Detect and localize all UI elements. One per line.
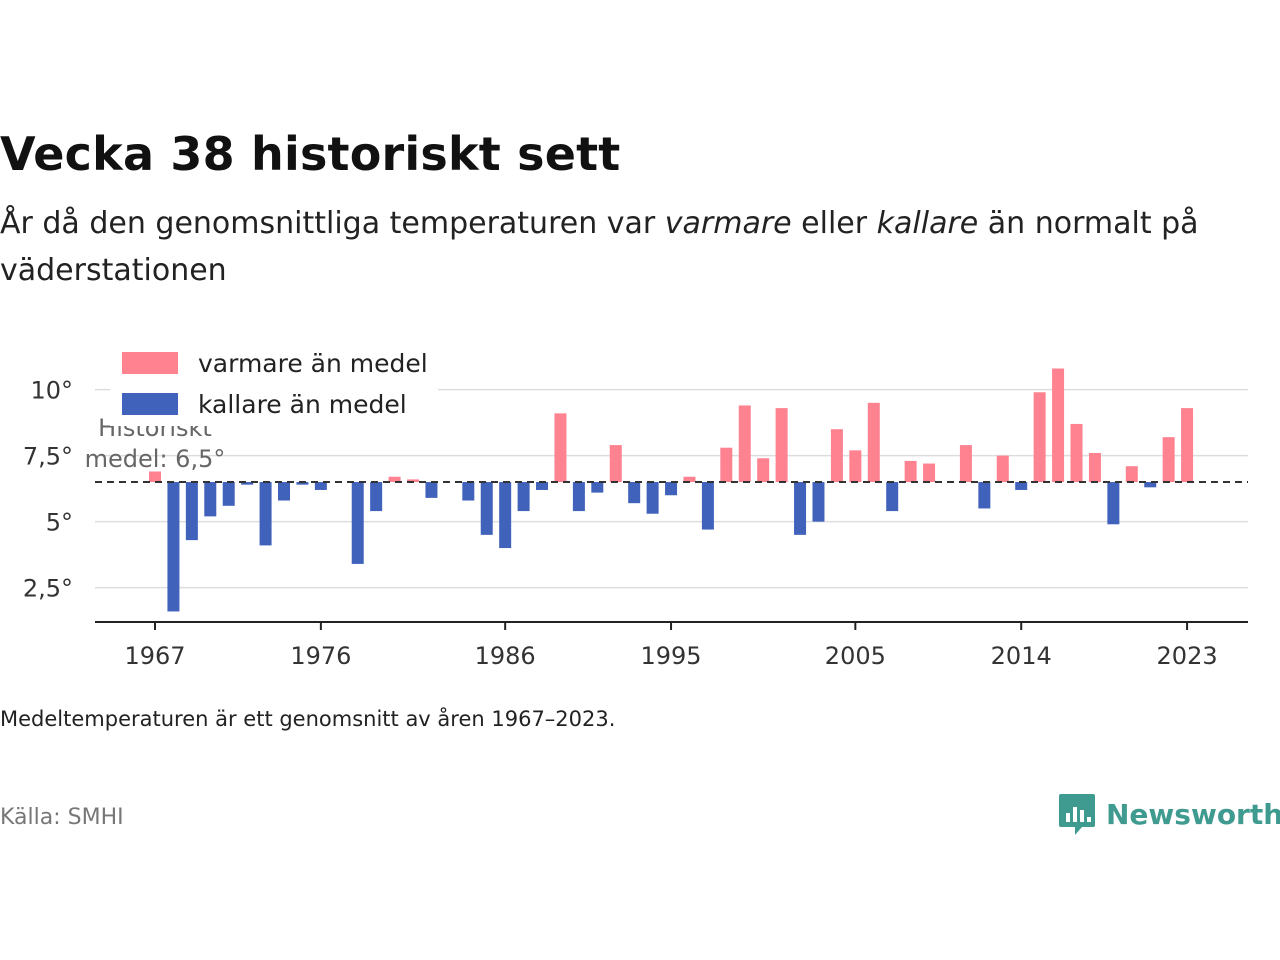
newsworthy-logo-icon (1059, 794, 1095, 835)
x-tick-label: 2005 (825, 642, 886, 670)
bar (554, 413, 567, 483)
bar (1015, 482, 1028, 490)
bar (1107, 482, 1120, 525)
bar (1052, 368, 1065, 483)
bar (1181, 408, 1194, 483)
bar (480, 482, 493, 535)
bar (904, 460, 917, 483)
bar (701, 482, 714, 530)
bar (351, 482, 364, 564)
bar (462, 482, 475, 501)
bar (812, 482, 825, 522)
subtitle-emphasis-warm: varmare (664, 206, 792, 241)
chart-subtitle: År då den genomsnittliga temperaturen va… (0, 200, 1240, 294)
bar (738, 405, 751, 483)
bar (204, 482, 217, 517)
bar (849, 450, 862, 483)
baseline-label: medel: 6,5° (85, 445, 226, 473)
axes: 2,5° 5° 7,5° 10° 1967 1976 1986 1995 2005 2014 202… (23, 377, 1248, 670)
bar (665, 482, 678, 496)
bar (978, 482, 991, 509)
y-tick-label: 7,5° (23, 443, 73, 471)
x-tick-label: 1976 (290, 642, 351, 670)
bar (683, 476, 696, 483)
bar (720, 447, 733, 483)
bar (536, 482, 549, 490)
bar (1144, 482, 1157, 488)
bar (628, 482, 641, 504)
bar (1162, 437, 1175, 483)
bar (572, 482, 585, 512)
bar (1125, 466, 1138, 483)
x-tick-label: 2014 (991, 642, 1052, 670)
x-tick-label: 2023 (1157, 642, 1218, 670)
bar (185, 482, 198, 541)
bar (794, 482, 807, 535)
bar (1033, 392, 1046, 483)
legend-label-warm: varmare än medel (198, 349, 428, 378)
bar (923, 463, 936, 483)
subtitle-part: eller (791, 206, 877, 241)
bar (149, 471, 161, 483)
bar (167, 482, 180, 612)
bar (222, 482, 235, 506)
bar (370, 482, 383, 512)
bars (149, 368, 1194, 612)
legend-swatch-cold (122, 393, 178, 415)
bar (886, 482, 899, 512)
bar (867, 402, 880, 483)
legend: varmare än medel kallare än medel (110, 342, 438, 426)
bar (388, 476, 401, 483)
bar (830, 429, 843, 483)
subtitle-part: År då den genomsnittliga temperaturen va… (0, 206, 665, 241)
bar (1070, 423, 1083, 483)
bar (296, 482, 309, 485)
bar (646, 482, 659, 514)
legend-label-cold: kallare än medel (198, 390, 407, 419)
x-tick-label: 1995 (641, 642, 702, 670)
y-tick-label: 2,5° (23, 575, 73, 603)
bar (241, 482, 254, 485)
brand-name: Newsworthy (1106, 797, 1280, 831)
chart-title: Vecka 38 historiskt sett (0, 127, 621, 181)
bar (996, 455, 1009, 483)
brand-logo: Newsworthy (1058, 790, 1280, 838)
y-tick-label: 10° (30, 377, 73, 405)
source-credit: Källa: SMHI (0, 805, 124, 830)
bar (425, 482, 438, 498)
bar (517, 482, 530, 512)
bar (959, 445, 972, 483)
footnote: Medeltemperaturen är ett genomsnitt av å… (0, 707, 616, 731)
bar (775, 408, 788, 483)
x-tick-label: 1967 (124, 642, 185, 670)
subtitle-part: än normalt på väderstationen (0, 206, 1199, 288)
x-tick-label: 1986 (475, 642, 536, 670)
y-tick-label: 5° (46, 509, 73, 537)
subtitle-emphasis-cold: kallare (876, 206, 979, 241)
bar (499, 482, 512, 549)
legend-swatch-warm (122, 352, 178, 374)
bar (407, 479, 420, 483)
bar (314, 482, 327, 490)
bar (259, 482, 272, 546)
bar (757, 458, 770, 483)
bar (591, 482, 604, 493)
bar (1088, 452, 1101, 483)
bar (609, 445, 622, 483)
bar (278, 482, 291, 501)
